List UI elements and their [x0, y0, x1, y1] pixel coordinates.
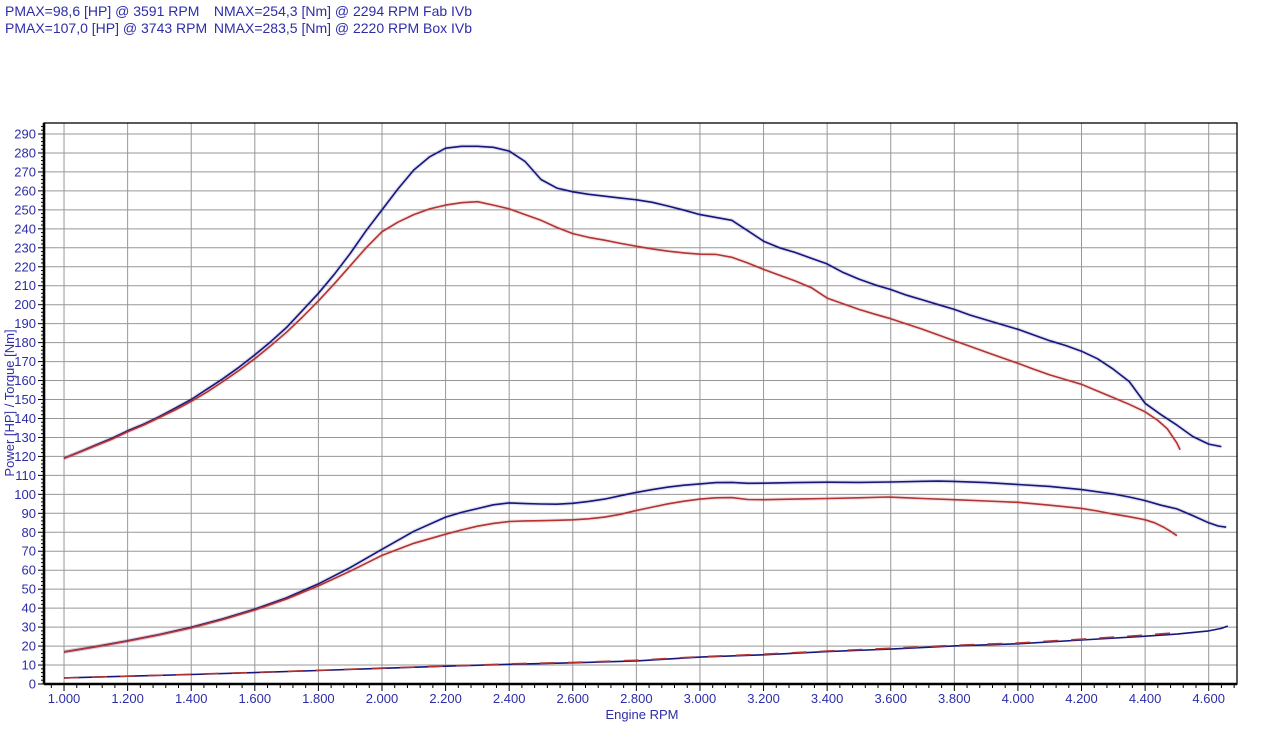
y-tick-label: 120: [14, 449, 36, 464]
gridlines: [44, 123, 1237, 684]
nmax-readout-fab: NMAX=254,3 [Nm] @ 2294 RPM: [213, 3, 420, 19]
y-tick-label: 200: [14, 297, 36, 312]
x-tick-label: 3.200: [747, 691, 780, 706]
y-tick-label: 110: [15, 468, 36, 483]
y-tick-label: 70: [22, 544, 36, 559]
power-fab-halo: [63, 494, 1179, 654]
y-tick-label: 250: [14, 202, 36, 217]
aux-box-curve: [63, 625, 1229, 679]
x-tick-label: 3.400: [811, 691, 844, 706]
curves: [63, 144, 1229, 679]
y-tick-label: 20: [22, 639, 36, 654]
x-tick-label: 4.400: [1129, 691, 1162, 706]
y-tick-label: 280: [14, 145, 36, 160]
y-tick-label: 240: [14, 221, 36, 236]
variant-label-fab: Fab IVb: [423, 3, 473, 19]
power-fab-curve: [63, 496, 1178, 653]
y-tick-label: 100: [14, 487, 36, 502]
x-tick-label: 2.200: [429, 691, 462, 706]
x-tick-label: 2.000: [366, 691, 399, 706]
axis-ticks: [38, 125, 1235, 691]
dyno-header: PMAX=98,6 [HP] @ 3591 RPM NMAX=254,3 [Nm…: [5, 3, 472, 36]
y-tick-label: 0: [29, 677, 36, 692]
x-tick-label: 1.600: [239, 691, 272, 706]
y-tick-label: 180: [14, 335, 36, 350]
x-tick-label: 2.400: [493, 691, 526, 706]
x-tick-label: 2.600: [557, 691, 590, 706]
plot-frame: [42, 122, 1238, 686]
chart-layers: 1.000 1.200 1.400 1.600 1.800 2.000 2.200 2.400…: [14, 122, 1238, 707]
x-tick-label: 4.600: [1192, 691, 1225, 706]
y-tick-label: 170: [14, 354, 36, 369]
pmax-readout-fab: PMAX=98,6 [HP] @ 3591 RPM: [5, 3, 200, 19]
x-tick-label: 2.800: [620, 691, 653, 706]
y-tick-label: 140: [14, 411, 36, 426]
torque-box-halo: [63, 144, 1222, 461]
torque-fab-halo: [63, 199, 1182, 461]
x-tick-label: 1.800: [302, 691, 335, 706]
torque-fab-curve: [63, 200, 1181, 460]
y-tick-label: 40: [22, 601, 36, 616]
x-tick-label: 3.600: [874, 691, 907, 706]
y-tick-label: 90: [22, 506, 36, 521]
y-tick-label: 220: [14, 259, 36, 274]
y-tick-label: 270: [14, 164, 36, 179]
nmax-readout-box: NMAX=283,5 [Nm] @ 2220 RPM: [213, 19, 420, 36]
dyno-header-row-box: PMAX=107,0 [HP] @ 3743 RPM NMAX=283,5 [N…: [5, 20, 472, 37]
y-tick-label: 130: [14, 430, 36, 445]
x-axis-title: Engine RPM: [606, 707, 679, 722]
pmax-readout-box: PMAX=107,0 [HP] @ 3743 RPM: [5, 19, 208, 36]
x-tick-label: 1.400: [175, 691, 208, 706]
aux-fab-curve: [63, 631, 1177, 679]
power-box-curve: [63, 480, 1227, 653]
y-axis-title: Power [HP] / Torque [Nm]: [2, 329, 17, 476]
variant-label-box: Box IVb: [423, 19, 473, 36]
y-tick-label: 10: [22, 658, 36, 673]
x-tick-label: 3.800: [938, 691, 971, 706]
y-tick-label: 230: [14, 240, 36, 255]
y-tick-label: 150: [14, 392, 36, 407]
y-tick-label: 290: [14, 127, 36, 142]
dyno-header-row-fab: PMAX=98,6 [HP] @ 3591 RPM NMAX=254,3 [Nm…: [5, 3, 472, 20]
y-tick-label: 160: [14, 373, 36, 388]
x-tick-label: 3.000: [684, 691, 717, 706]
y-tick-label: 190: [14, 316, 36, 331]
torque-box-curve: [63, 145, 1222, 460]
y-tick-label: 80: [22, 525, 36, 540]
tick-labels: 1.000 1.200 1.400 1.600 1.800 2.000 2.200 2.400…: [14, 127, 1225, 707]
y-tick-label: 210: [14, 278, 36, 293]
y-tick-label: 60: [22, 563, 36, 578]
y-tick-label: 50: [22, 582, 36, 597]
x-tick-label: 4.000: [1002, 691, 1035, 706]
y-tick-label: 260: [14, 183, 36, 198]
x-tick-label: 1.000: [48, 691, 81, 706]
y-tick-label: 30: [22, 620, 36, 635]
x-tick-label: 4.200: [1065, 691, 1098, 706]
x-tick-label: 1.200: [111, 691, 144, 706]
